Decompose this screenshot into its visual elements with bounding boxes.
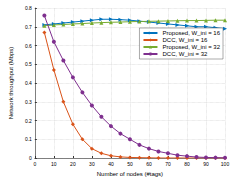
svg-text:100: 100 <box>221 161 230 167</box>
svg-text:DCC, W_ini = 16: DCC, W_ini = 16 <box>162 37 208 43</box>
svg-text:0.3: 0.3 <box>25 99 32 105</box>
svg-text:80: 80 <box>184 161 190 167</box>
svg-text:0.6: 0.6 <box>25 43 32 49</box>
svg-text:0.1: 0.1 <box>25 136 32 142</box>
svg-text:Proposed, W_ini = 32: Proposed, W_ini = 32 <box>162 44 220 50</box>
svg-text:Proposed, W_ini = 16: Proposed, W_ini = 16 <box>162 30 220 36</box>
svg-text:0.5: 0.5 <box>25 61 32 67</box>
svg-text:0: 0 <box>33 161 36 167</box>
svg-text:Number of nodes (#tags): Number of nodes (#tags) <box>97 171 163 177</box>
svg-text:0.2: 0.2 <box>25 118 32 124</box>
svg-text:20: 20 <box>70 161 76 167</box>
svg-text:0: 0 <box>29 155 32 161</box>
svg-text:0.8: 0.8 <box>25 5 32 11</box>
svg-text:10: 10 <box>51 161 57 167</box>
svg-text:30: 30 <box>89 161 95 167</box>
svg-text:Network throughput (Mbps): Network throughput (Mbps) <box>8 47 14 120</box>
svg-text:0.4: 0.4 <box>25 80 32 86</box>
svg-text:DCC, W_ini = 32: DCC, W_ini = 32 <box>162 51 208 57</box>
svg-text:50: 50 <box>127 161 133 167</box>
svg-text:90: 90 <box>203 161 209 167</box>
svg-text:0.7: 0.7 <box>25 24 32 30</box>
svg-text:40: 40 <box>108 161 114 167</box>
svg-text:60: 60 <box>146 161 152 167</box>
svg-text:70: 70 <box>165 161 171 167</box>
